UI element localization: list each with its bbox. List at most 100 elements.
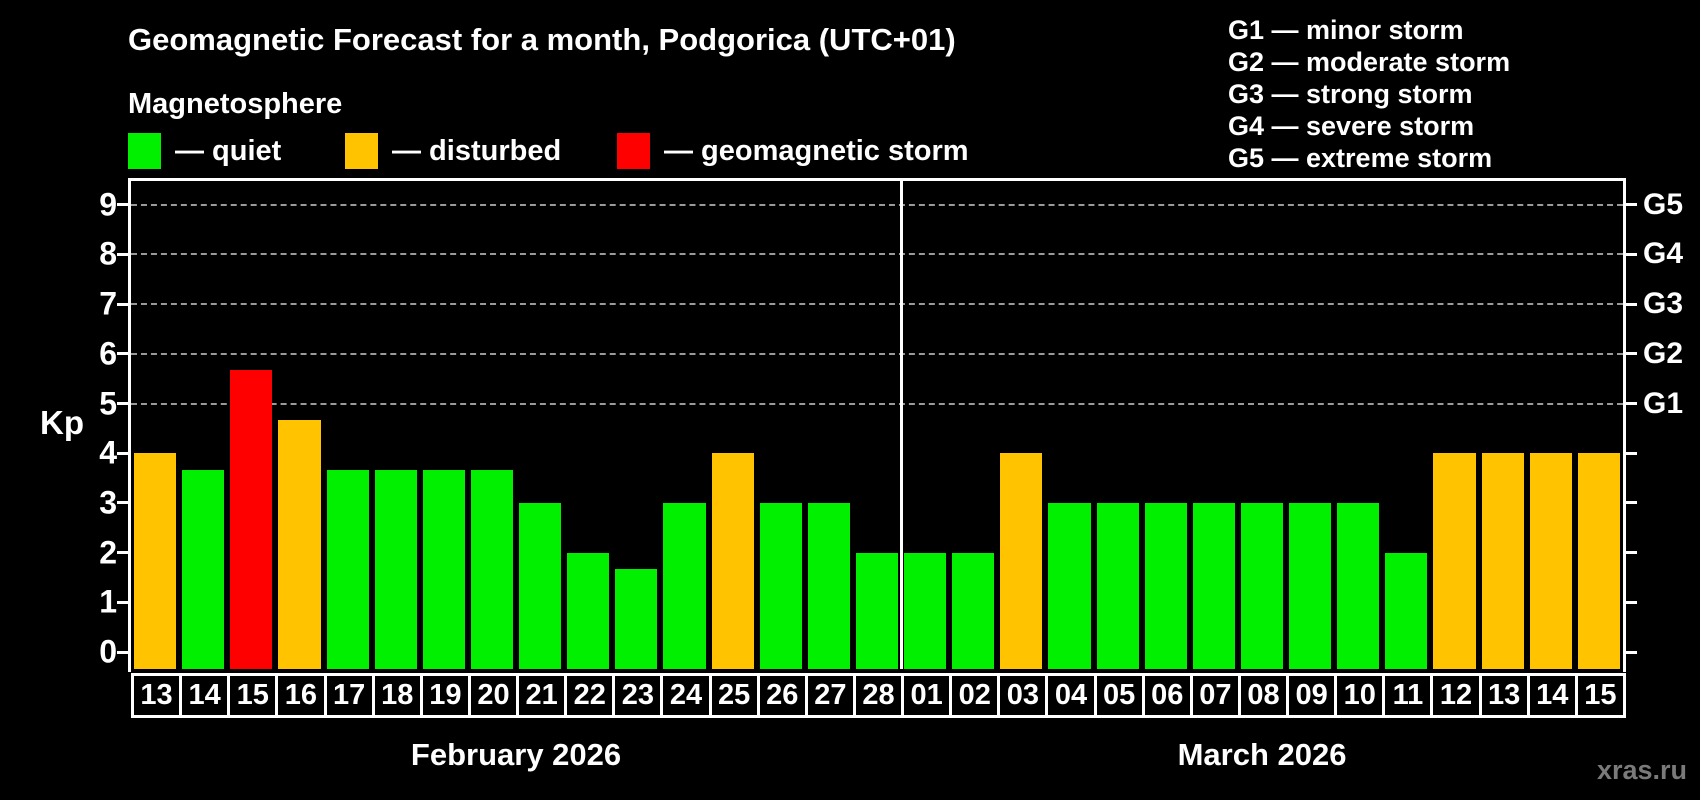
chart-title: Geomagnetic Forecast for a month, Podgor… — [128, 22, 956, 57]
date-label-february-17: 17 — [323, 673, 375, 718]
date-label-february-26: 26 — [756, 673, 808, 718]
kp-bar-february-28 — [855, 552, 899, 669]
y-axis-label-8: 8 — [99, 235, 117, 272]
date-label-march-08: 08 — [1237, 673, 1290, 718]
y-axis-label-5: 5 — [99, 385, 117, 421]
gridline-kp-9 — [131, 203, 1623, 206]
date-label-march-04: 04 — [1045, 673, 1097, 718]
kp-bar-february-21 — [519, 502, 562, 669]
kp-bar-february-14 — [182, 469, 225, 669]
y-tick-right-3 — [1626, 501, 1637, 505]
date-label-february-14: 14 — [179, 673, 231, 718]
kp-bar-march-06 — [1144, 502, 1187, 669]
gridline-kp-8 — [131, 253, 1623, 256]
y-tick-left-0 — [117, 650, 128, 654]
date-label-march-11: 11 — [1382, 673, 1434, 718]
kp-bar-february-18 — [374, 469, 417, 669]
kp-bar-march-03 — [1000, 453, 1043, 669]
date-label-march-14: 14 — [1526, 673, 1578, 718]
month-divider — [899, 181, 903, 669]
kp-bar-february-16 — [278, 419, 321, 669]
status-legend: — quiet — disturbed — geomagnetic storm — [128, 133, 1028, 173]
plot-border-right — [1623, 178, 1626, 672]
watermark: xras.ru — [1596, 755, 1687, 785]
kp-bar-march-12 — [1433, 453, 1476, 669]
gridline-kp-6 — [131, 352, 1623, 355]
y-axis-label-9: 9 — [99, 186, 117, 223]
kp-bar-february-17 — [326, 469, 369, 669]
g-legend-g4: G4 — severe storm — [1228, 111, 1475, 141]
date-label-march-10: 10 — [1334, 673, 1386, 718]
y-tick-right-0 — [1626, 650, 1637, 654]
y-tick-right-6 — [1626, 352, 1637, 356]
date-label-march-02: 02 — [949, 673, 1001, 718]
date-label-february-13: 13 — [131, 673, 183, 718]
kp-bar-february-24 — [663, 502, 706, 669]
y-tick-left-9 — [117, 203, 128, 207]
y-tick-left-6 — [117, 352, 128, 356]
date-label-march-12: 12 — [1430, 673, 1482, 718]
y-tick-right-5 — [1626, 402, 1637, 405]
y-tick-left-3 — [117, 501, 128, 505]
legend-item-quiet: — quiet — [128, 133, 281, 169]
y-tick-left-2 — [117, 551, 128, 555]
date-label-march-05: 05 — [1093, 673, 1145, 718]
kp-bar-march-07 — [1192, 502, 1235, 669]
y-tick-right-7 — [1626, 302, 1637, 306]
y-tick-left-1 — [117, 600, 128, 604]
kp-bar-march-01 — [904, 552, 947, 669]
storm-color-swatch — [617, 133, 650, 169]
date-label-february-25: 25 — [708, 673, 760, 718]
g-scale-legend: G1 — minor storm G2 — moderate storm G3 … — [1228, 14, 1510, 174]
quiet-color-swatch — [128, 133, 161, 169]
date-label-february-28: 28 — [852, 673, 905, 718]
date-label-february-20: 20 — [467, 673, 520, 718]
g-axis-label-g4: G4 — [1643, 237, 1684, 271]
g-axis-label-g2: G2 — [1643, 336, 1684, 370]
date-label-march-15: 15 — [1574, 673, 1626, 718]
g-legend-g2: G2 — moderate storm — [1228, 47, 1511, 77]
date-label-february-18: 18 — [371, 673, 423, 718]
g-axis-label-g1: G1 — [1643, 386, 1684, 420]
y-tick-right-2 — [1626, 551, 1637, 555]
date-label-march-06: 06 — [1141, 673, 1193, 718]
g-legend-g3: G3 — strong storm — [1228, 79, 1473, 109]
y-tick-left-7 — [117, 302, 128, 306]
y-tick-left-4 — [117, 451, 128, 455]
kp-bar-march-08 — [1240, 502, 1284, 669]
y-tick-right-8 — [1626, 252, 1637, 256]
date-label-march-01: 01 — [901, 673, 953, 718]
kp-bar-march-10 — [1337, 502, 1380, 669]
kp-bar-february-26 — [759, 502, 802, 669]
date-label-february-19: 19 — [419, 673, 471, 718]
disturbed-color-swatch — [345, 133, 378, 169]
date-label-february-23: 23 — [612, 673, 664, 718]
kp-bar-february-19 — [422, 469, 465, 669]
date-label-february-24: 24 — [660, 673, 712, 718]
kp-bar-march-02 — [952, 552, 995, 669]
date-label-march-09: 09 — [1286, 673, 1338, 718]
month-label-february: February 2026 — [410, 737, 622, 772]
y-axis-label-4: 4 — [99, 434, 117, 471]
legend-label-quiet: — quiet — [175, 134, 282, 167]
kp-bar-february-22 — [567, 552, 610, 669]
kp-bar-february-25 — [711, 453, 754, 669]
legend-item-storm: — geomagnetic storm — [617, 133, 969, 169]
kp-bar-february-13 — [134, 453, 177, 669]
y-tick-right-4 — [1626, 451, 1637, 455]
kp-bar-march-11 — [1385, 552, 1428, 669]
kp-bar-march-13 — [1481, 453, 1524, 669]
g-axis-label-g5: G5 — [1643, 187, 1684, 221]
legend-label-disturbed: — disturbed — [392, 134, 562, 167]
date-label-february-27: 27 — [804, 673, 856, 718]
date-label-march-13: 13 — [1478, 673, 1530, 718]
month-label-march: March 2026 — [1177, 737, 1347, 772]
kp-bar-february-27 — [807, 502, 850, 669]
g-legend-g1: G1 — minor storm — [1228, 15, 1464, 45]
plot-area — [117, 178, 1637, 672]
date-axis: 13 14 15 16 17 18 19 20 21 22 23 24 25 26 27 28 01 02 03 04… — [131, 673, 1627, 718]
g-axis-label-g3: G3 — [1643, 287, 1684, 321]
chart-subtitle: Magnetosphere — [128, 88, 343, 120]
y-tick-right-1 — [1626, 600, 1637, 604]
y-axis-label-6: 6 — [99, 335, 117, 372]
